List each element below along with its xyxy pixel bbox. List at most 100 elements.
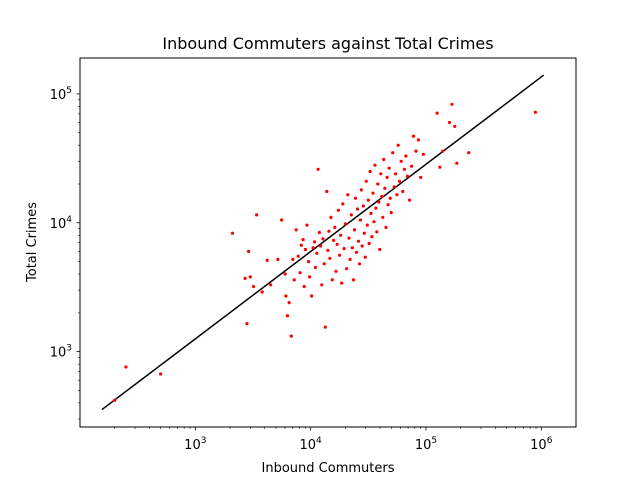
plot-area	[80, 58, 576, 427]
data-point	[285, 314, 290, 318]
data-point	[340, 281, 344, 285]
data-point	[366, 198, 370, 202]
data-point	[339, 233, 343, 237]
data-point	[447, 120, 452, 125]
data-point	[289, 334, 293, 338]
data-point	[362, 231, 366, 235]
data-point	[374, 206, 378, 210]
data-point	[292, 278, 296, 282]
data-point	[411, 134, 416, 138]
data-point	[337, 253, 342, 257]
data-point	[230, 231, 235, 235]
data-point	[346, 193, 350, 197]
data-point	[383, 186, 387, 190]
data-point	[441, 149, 445, 153]
data-point	[533, 110, 538, 114]
data-point	[347, 236, 351, 240]
data-point	[321, 237, 325, 241]
data-point	[438, 165, 442, 169]
data-point	[378, 247, 382, 252]
data-point	[391, 151, 395, 155]
data-point	[414, 149, 418, 153]
chart-title: Inbound Commuters against Total Crimes	[162, 34, 493, 53]
x-tick-label: 104	[300, 436, 323, 453]
data-point	[247, 249, 251, 253]
data-point	[299, 243, 303, 247]
data-point	[360, 244, 364, 248]
data-point	[405, 174, 409, 178]
data-point	[283, 272, 287, 276]
data-point	[313, 265, 317, 270]
data-point	[291, 257, 295, 261]
data-point	[243, 276, 247, 280]
data-point	[312, 240, 317, 244]
data-point	[373, 163, 377, 167]
data-point	[296, 254, 300, 258]
data-point	[394, 172, 398, 176]
data-point	[355, 207, 360, 211]
x-tick-label: 105	[415, 436, 437, 453]
data-point	[371, 191, 375, 195]
data-point	[380, 194, 384, 199]
data-point	[365, 223, 369, 227]
data-point	[351, 278, 355, 282]
data-point	[294, 228, 298, 232]
data-point	[397, 179, 402, 183]
data-point	[375, 230, 379, 234]
data-point	[407, 198, 412, 202]
data-point	[404, 154, 408, 158]
data-point	[410, 164, 414, 168]
data-point	[284, 294, 288, 298]
data-point	[345, 267, 349, 271]
fit-line-layer	[101, 74, 545, 411]
data-point	[269, 283, 273, 287]
data-point	[376, 182, 380, 186]
data-point	[435, 111, 439, 115]
data-point	[333, 225, 337, 229]
data-point	[245, 322, 249, 326]
data-point	[328, 256, 332, 260]
data-point	[387, 166, 391, 170]
x-tick-label: 103	[184, 436, 206, 453]
data-point	[327, 229, 331, 233]
data-point	[395, 193, 399, 197]
data-point	[421, 152, 425, 156]
data-point	[419, 175, 423, 179]
data-point	[325, 189, 329, 194]
data-point	[349, 213, 353, 217]
data-point	[341, 202, 345, 206]
data-point	[357, 262, 362, 266]
data-point	[323, 325, 327, 329]
data-point	[315, 251, 319, 255]
data-point	[319, 244, 323, 248]
y-tick-label: 104	[50, 215, 73, 232]
data-point	[113, 398, 117, 402]
data-point	[310, 294, 314, 298]
data-point	[260, 290, 264, 294]
data-point	[348, 257, 352, 261]
data-point	[363, 255, 367, 259]
data-point	[332, 238, 336, 242]
data-point	[301, 238, 305, 242]
x-axis-label: Inbound Commuters	[262, 461, 395, 476]
data-point	[307, 260, 311, 264]
data-point	[453, 124, 457, 128]
data-point	[450, 102, 454, 106]
data-point	[329, 215, 333, 219]
data-point	[382, 157, 386, 162]
data-point	[305, 223, 309, 227]
data-point	[326, 248, 330, 252]
data-point	[255, 213, 259, 217]
y-tick-label: 105	[50, 86, 72, 103]
data-point	[358, 218, 362, 222]
data-point	[302, 284, 306, 289]
data-point	[352, 228, 357, 232]
data-point	[385, 175, 389, 179]
data-point	[369, 211, 373, 216]
data-point	[364, 179, 368, 183]
points-layer	[113, 102, 538, 402]
data-point	[384, 225, 388, 229]
data-point	[320, 283, 324, 287]
data-point	[370, 235, 374, 239]
